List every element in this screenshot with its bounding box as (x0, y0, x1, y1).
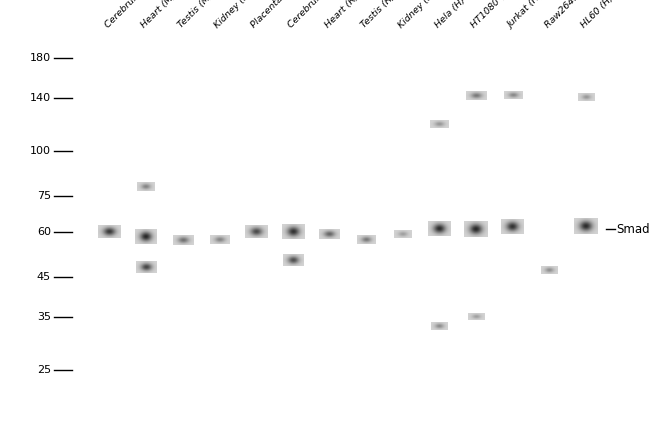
Text: Smad2: Smad2 (616, 223, 650, 236)
Text: Kidney (R): Kidney (R) (396, 0, 437, 30)
Text: 45: 45 (37, 272, 51, 282)
Text: Testis (M): Testis (M) (176, 0, 215, 30)
Text: 75: 75 (37, 192, 51, 201)
Text: Hela (H): Hela (H) (433, 0, 467, 30)
Text: Jurkat (H): Jurkat (H) (506, 0, 545, 30)
Text: Kidney (M): Kidney (M) (213, 0, 255, 30)
Text: 35: 35 (37, 312, 51, 322)
Text: 60: 60 (37, 227, 51, 237)
Text: 25: 25 (37, 365, 51, 375)
Text: Heart (R): Heart (R) (323, 0, 360, 30)
Text: HL60 (H): HL60 (H) (580, 0, 616, 30)
Text: 100: 100 (30, 146, 51, 156)
Text: 140: 140 (30, 93, 51, 103)
Text: Raw264.7 (M): Raw264.7 (M) (543, 0, 596, 30)
Text: Placenta (M): Placenta (M) (250, 0, 298, 30)
Text: Testis (R): Testis (R) (359, 0, 397, 30)
Text: Cerebrum (M): Cerebrum (M) (103, 0, 156, 30)
Text: Heart (M): Heart (M) (140, 0, 178, 30)
Text: HT1080 (H): HT1080 (H) (470, 0, 515, 30)
Text: 180: 180 (30, 53, 51, 63)
Text: Cerebrum (R): Cerebrum (R) (287, 0, 339, 30)
